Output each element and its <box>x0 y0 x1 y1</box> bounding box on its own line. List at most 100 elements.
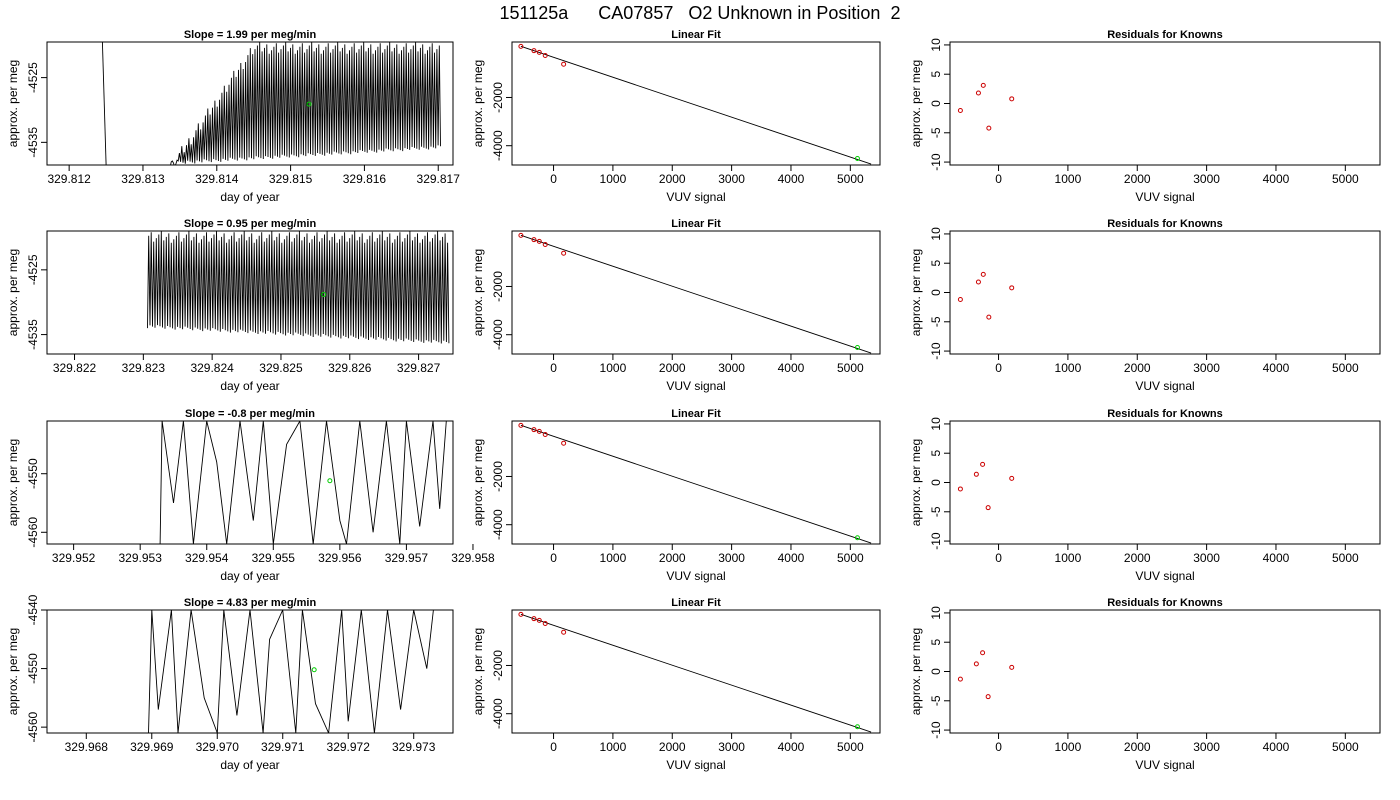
panel-title: Linear Fit <box>671 29 721 41</box>
fit-line <box>520 613 872 733</box>
x-tick-label: 0 <box>995 361 1002 375</box>
x-tick-label: 2000 <box>1124 740 1151 754</box>
unknown-point <box>854 155 860 161</box>
x-tick-label: 1000 <box>1055 172 1082 186</box>
y-axis-label: approx. per meg <box>471 628 485 715</box>
known-point <box>531 48 537 54</box>
x-tick-label: 329.826 <box>328 361 372 375</box>
known-point <box>975 90 981 96</box>
panel-data <box>159 421 447 544</box>
y-tick-label: -5 <box>929 506 943 517</box>
x-tick-label: 4000 <box>1263 172 1290 186</box>
y-axis-label: approx. per meg <box>6 628 20 715</box>
x-tick-label: 329.813 <box>121 172 165 186</box>
y-tick-label: -10 <box>929 721 943 739</box>
x-tick-label: 329.816 <box>343 172 387 186</box>
x-tick-label: 1000 <box>600 172 627 186</box>
known-point <box>980 650 986 656</box>
y-tick-label: -10 <box>929 342 943 360</box>
x-axis-label: day of year <box>220 190 279 204</box>
known-point <box>561 61 567 67</box>
y-axis-label: approx. per meg <box>909 249 923 336</box>
y-tick-label: -5 <box>929 695 943 706</box>
panel-7: Slope = -0.8 per meg/min day of year appro… <box>6 408 495 583</box>
x-tick-label: 3000 <box>718 740 745 754</box>
panel-title: Slope = 4.83 per meg/min <box>184 597 317 609</box>
panel-data <box>957 650 1015 700</box>
y-tick-label: 10 <box>929 38 943 52</box>
unknown-point <box>306 101 312 107</box>
x-tick-label: 4000 <box>1263 551 1290 565</box>
x-tick-label: 0 <box>550 551 557 565</box>
known-point <box>561 440 567 446</box>
panel-title: Slope = 0.95 per meg/min <box>184 218 317 230</box>
x-tick-label: 5000 <box>837 172 864 186</box>
x-tick-label: 4000 <box>778 740 805 754</box>
x-tick-label: 329.823 <box>122 361 166 375</box>
x-tick-label: 3000 <box>718 551 745 565</box>
unknown-point <box>854 535 860 541</box>
x-tick-label: 329.956 <box>318 551 362 565</box>
panel-title: Residuals for Knowns <box>1107 218 1223 230</box>
panel-title: Linear Fit <box>671 597 721 609</box>
known-point <box>536 617 542 623</box>
y-tick-label: -4560 <box>26 517 40 548</box>
plot-frame <box>949 230 1381 355</box>
x-tick-label: 4000 <box>778 361 805 375</box>
x-tick-label: 0 <box>995 551 1002 565</box>
y-tick-label: -4560 <box>26 711 40 742</box>
y-tick-label: -4525 <box>26 62 40 93</box>
panel-10: Slope = 4.83 per meg/min day of year appro… <box>6 594 454 772</box>
panel-data <box>518 422 872 544</box>
known-point <box>542 53 548 59</box>
x-tick-label: 2000 <box>1124 551 1151 565</box>
x-tick-label: 4000 <box>778 551 805 565</box>
panel-data <box>148 610 434 733</box>
data-trace <box>147 231 450 344</box>
x-tick-label: 329.970 <box>196 740 240 754</box>
y-tick-label: 5 <box>929 639 943 646</box>
x-tick-label: 5000 <box>1332 361 1359 375</box>
plot-frame <box>46 41 454 166</box>
x-axis-label: VUV signal <box>666 758 725 772</box>
x-tick-label: 329.972 <box>327 740 371 754</box>
y-tick-label: -4535 <box>26 319 40 350</box>
panel-title: Linear Fit <box>671 218 721 230</box>
x-tick-label: 4000 <box>1263 740 1290 754</box>
unknown-point <box>327 478 333 484</box>
panel-title: Residuals for Knowns <box>1107 408 1223 420</box>
data-trace <box>148 610 434 733</box>
known-point <box>561 629 567 635</box>
known-point <box>531 427 537 433</box>
x-tick-label: 329.969 <box>130 740 174 754</box>
x-tick-label: 4000 <box>778 172 805 186</box>
panel-9: Residuals for Knowns VUV signal approx. pe… <box>909 408 1381 583</box>
panel-6: Residuals for Knowns VUV signal approx. pe… <box>909 218 1381 393</box>
known-point <box>1009 475 1015 481</box>
panel-title: Linear Fit <box>671 408 721 420</box>
y-axis-label: approx. per meg <box>471 439 485 526</box>
known-point <box>542 432 548 438</box>
y-tick-label: 10 <box>929 227 943 241</box>
x-tick-label: 2000 <box>659 740 686 754</box>
x-tick-label: 5000 <box>1332 551 1359 565</box>
y-tick-label: -4000 <box>491 698 505 729</box>
x-tick-label: 5000 <box>837 740 864 754</box>
y-axis-label: approx. per meg <box>6 249 20 336</box>
x-tick-label: 0 <box>550 172 557 186</box>
y-tick-label: -10 <box>929 153 943 171</box>
known-point <box>536 238 542 244</box>
y-tick-label: -4525 <box>26 254 40 285</box>
y-tick-label: -4550 <box>26 653 40 684</box>
plot-frame <box>511 609 881 734</box>
known-point <box>518 611 524 617</box>
unknown-point <box>321 291 327 297</box>
known-point <box>985 694 991 700</box>
x-tick-label: 2000 <box>659 172 686 186</box>
panel-data <box>518 232 872 354</box>
known-point <box>957 676 963 682</box>
x-tick-label: 329.954 <box>185 551 229 565</box>
y-tick-label: -2000 <box>491 82 505 113</box>
panel-data <box>957 271 1015 320</box>
